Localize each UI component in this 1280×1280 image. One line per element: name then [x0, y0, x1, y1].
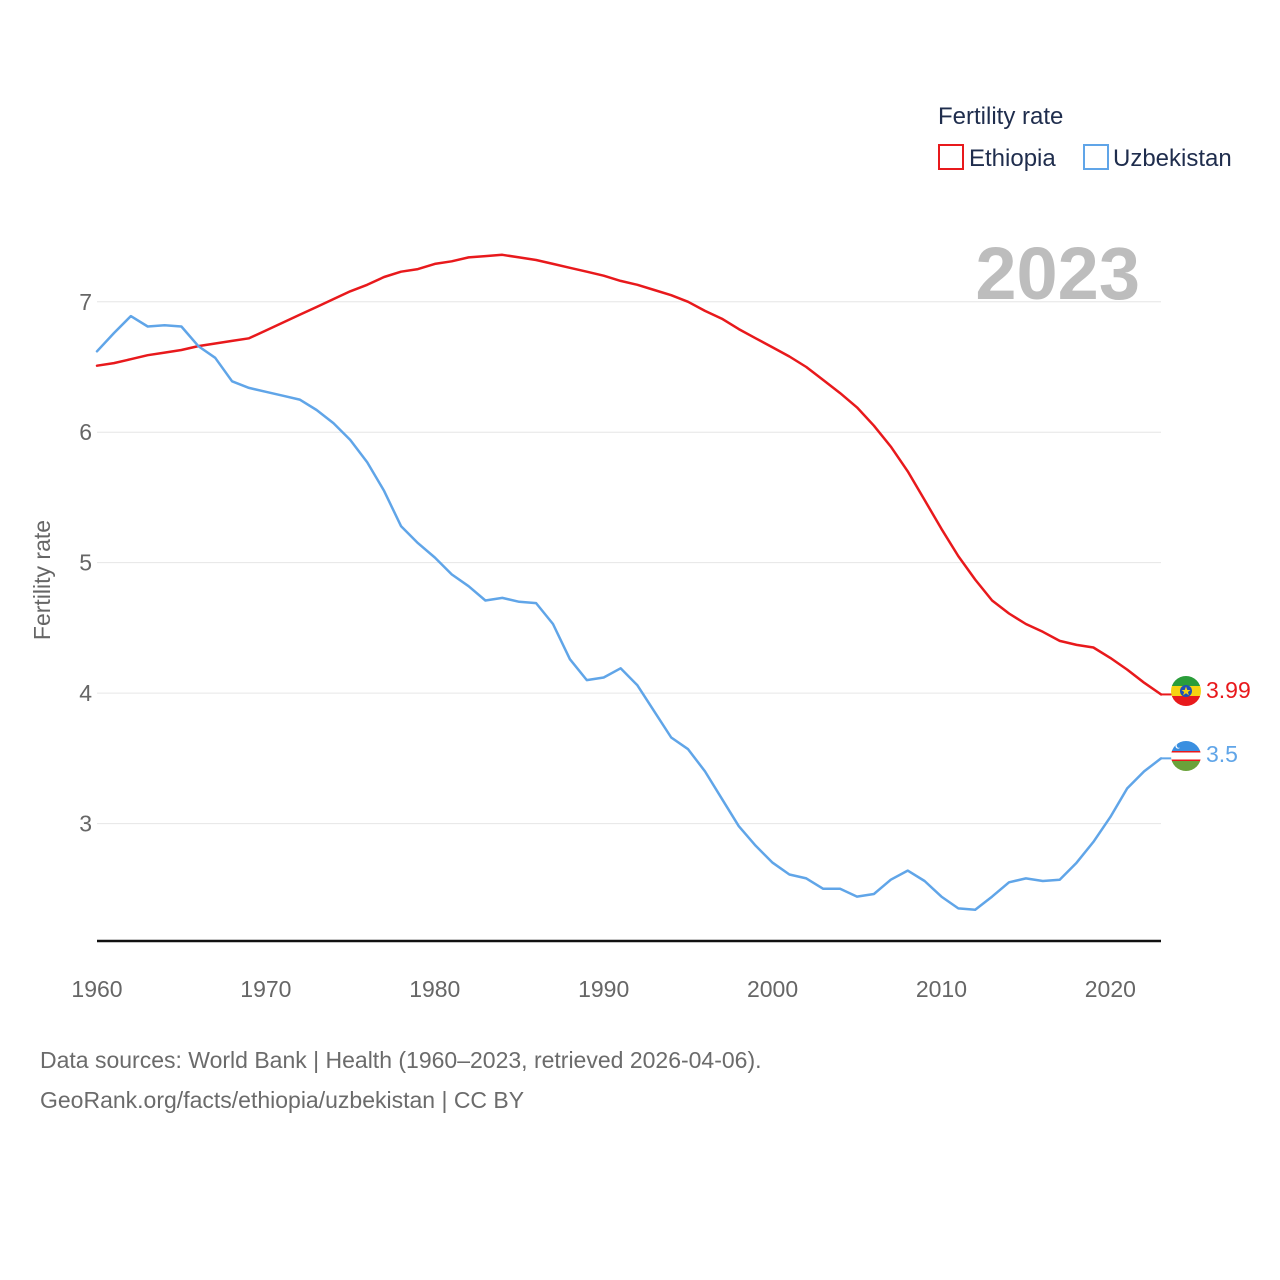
- y-tick-layer: 3 4 5 6 7: [79, 289, 92, 837]
- legend-title[interactable]: Fertility rate: [938, 103, 1063, 130]
- x-tick-label-1970: 1970: [240, 976, 291, 1002]
- series-layer: [95, 253, 1173, 911]
- x-tick-layer: 1960 1970 1980 1990 2000 2010 2020: [71, 976, 1136, 1002]
- x-tick-label-2020: 2020: [1085, 976, 1136, 1002]
- grid-layer: [97, 301, 1161, 825]
- end-value-ethiopia: 3.99: [1206, 677, 1251, 703]
- series-line-uzbekistan[interactable]: [95, 314, 1163, 911]
- ethiopia-flag-icon: [1171, 676, 1201, 706]
- legend: Fertility rate Ethiopia Uzbekistan: [938, 103, 1232, 172]
- uzbekistan-flag-icon: [1171, 741, 1201, 771]
- y-tick-label-4: 4: [79, 680, 92, 706]
- source-line: Data sources: World Bank | Health (1960–…: [40, 1047, 762, 1073]
- x-tick-label-2000: 2000: [747, 976, 798, 1002]
- y-tick-label-7: 7: [79, 289, 92, 315]
- x-tick-label-2010: 2010: [916, 976, 967, 1002]
- y-tick-label-5: 5: [79, 550, 92, 576]
- x-tick-label-1980: 1980: [409, 976, 460, 1002]
- x-tick-label-1960: 1960: [71, 976, 122, 1002]
- legend-swatch-ethiopia[interactable]: [938, 144, 964, 170]
- legend-label-uzbekistan[interactable]: Uzbekistan: [1113, 145, 1232, 172]
- legend-swatch-uzbekistan[interactable]: [1083, 144, 1109, 170]
- series-line-ethiopia[interactable]: [95, 253, 1163, 696]
- y-tick-label-6: 6: [79, 419, 92, 445]
- y-axis-title: Fertility rate: [29, 520, 55, 640]
- year-stamp: 2023: [975, 232, 1140, 315]
- license-line[interactable]: GeoRank.org/facts/ethiopia/uzbekistan | …: [40, 1087, 525, 1113]
- legend-label-ethiopia[interactable]: Ethiopia: [969, 145, 1056, 172]
- end-value-uzbekistan: 3.5: [1206, 741, 1238, 767]
- y-tick-label-3: 3: [79, 811, 92, 837]
- x-tick-label-1990: 1990: [578, 976, 629, 1002]
